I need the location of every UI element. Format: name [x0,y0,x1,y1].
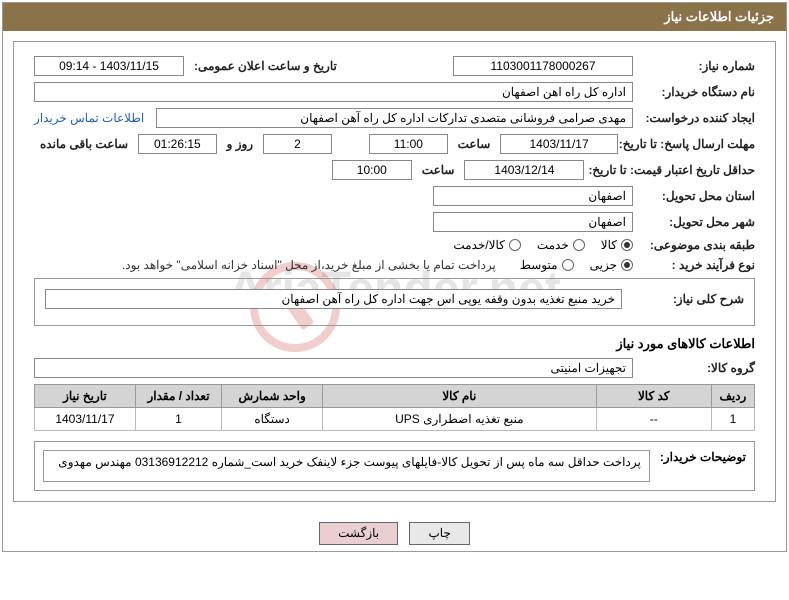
value-remaining-days: 2 [263,134,332,154]
value-province: اصفهان [433,186,633,206]
table-header-row: ردیفکد کالانام کالاواحد شمارشتعداد / مقد… [35,385,755,408]
value-buyer-org: اداره کل راه اهن اصفهان [34,82,633,102]
label-reply-time: ساعت [452,137,497,151]
table-cell: 1 [135,408,221,431]
label-city: شهر محل تحویل: [637,215,755,229]
radio-option[interactable]: خدمت [537,238,585,252]
row-province: استان محل تحویل: اصفهان [34,186,755,206]
link-buyer-contact[interactable]: اطلاعات تماس خریدار [34,111,152,125]
table-header-cell: نام کالا [323,385,597,408]
radio-icon [621,239,633,251]
button-row: چاپ بازگشت [3,512,786,551]
row-city: شهر محل تحویل: اصفهان [34,212,755,232]
main-container: جزئیات اطلاعات نیاز شماره نیاز: 11030011… [2,2,787,552]
value-requester: مهدی صرامی فروشانی متصدی تدارکات اداره ک… [156,108,633,128]
general-desc-box: شرح کلی نیاز: خرید منبع تغذیه بدون وقفه … [34,278,755,326]
value-price-validity-time: 10:00 [332,160,412,180]
table-cell: دستگاه [222,408,323,431]
content-area: شماره نیاز: 1103001178000267 تاریخ و ساع… [13,41,776,502]
radio-label: متوسط [520,258,558,272]
label-requester: ایجاد کننده درخواست: [637,111,755,125]
row-requester: ایجاد کننده درخواست: مهدی صرامی فروشانی … [34,108,755,128]
radio-option[interactable]: جزیی [590,258,633,272]
value-goods-group: تجهیزات امنیتی [34,358,633,378]
value-need-number: 1103001178000267 [453,56,633,76]
radio-group-category: کالا خدمت کالا/خدمت [453,238,633,252]
radio-icon [573,239,585,251]
radio-icon [562,259,574,271]
value-city: اصفهان [433,212,633,232]
table-cell: -- [596,408,711,431]
table-header-cell: تاریخ نیاز [35,385,136,408]
radio-label: کالا [601,238,617,252]
table-cell: 1 [711,408,754,431]
value-announce-date: 1403/11/15 - 09:14 [34,56,184,76]
table-cell: 1403/11/17 [35,408,136,431]
purchase-note: پرداخت تمام یا بخشی از مبلغ خرید،از محل … [122,258,496,272]
label-general-desc: شرح کلی نیاز: [626,292,744,306]
radio-label: کالا/خدمت [453,238,504,252]
radio-group-purchase-type: جزیی متوسط [520,258,633,272]
radio-label: خدمت [537,238,569,252]
label-purchase-type: نوع فرآیند خرید : [637,258,755,272]
table-header-cell: تعداد / مقدار [135,385,221,408]
goods-section-title: اطلاعات کالاهای مورد نیاز [34,336,755,352]
value-general-desc: خرید منبع تغذیه بدون وقفه یوپی اس جهت اد… [45,289,622,309]
label-category: طبقه بندی موضوعی: [637,238,755,252]
table-header-cell: ردیف [711,385,754,408]
table-body: 1--منبع تغذیه اضطراری UPSدستگاه11403/11/… [35,408,755,431]
label-days-and: روز و [221,137,260,151]
label-remaining-suffix: ساعت باقی مانده [34,137,134,151]
label-province: استان محل تحویل: [637,189,755,203]
row-price-validity: حداقل تاریخ اعتبار قیمت: تا تاریخ: 1403/… [34,160,755,180]
radio-icon [509,239,521,251]
table-cell: منبع تغذیه اضطراری UPS [323,408,597,431]
value-reply-date: 1403/11/17 [500,134,618,154]
label-announce-date: تاریخ و ساعت اعلان عمومی: [188,59,343,73]
buyer-notes-box: توضیحات خریدار: پرداخت حداقل سه ماه پس ا… [34,441,755,491]
row-need-number: شماره نیاز: 1103001178000267 تاریخ و ساع… [34,56,755,76]
panel-header: جزئیات اطلاعات نیاز [3,3,786,31]
radio-label: جزیی [590,258,617,272]
label-price-validity: حداقل تاریخ اعتبار قیمت: تا تاریخ: [588,163,755,177]
radio-icon [621,259,633,271]
label-buyer-notes: توضیحات خریدار: [660,450,746,482]
row-category: طبقه بندی موضوعی: کالا خدمت کالا/خدمت [34,238,755,252]
goods-table: ردیفکد کالانام کالاواحد شمارشتعداد / مقد… [34,384,755,431]
value-reply-time: 11:00 [369,134,447,154]
table-header-cell: کد کالا [596,385,711,408]
row-buyer-org: نام دستگاه خریدار: اداره کل راه اهن اصفه… [34,82,755,102]
radio-option[interactable]: کالا/خدمت [453,238,520,252]
label-goods-group: گروه کالا: [637,361,755,375]
row-reply-deadline: مهلت ارسال پاسخ: تا تاریخ: 1403/11/17 سا… [34,134,755,154]
row-purchase-type: نوع فرآیند خرید : جزیی متوسط پرداخت تمام … [34,258,755,272]
value-price-validity-date: 1403/12/14 [464,160,584,180]
value-remaining-clock: 01:26:15 [138,134,216,154]
radio-option[interactable]: متوسط [520,258,574,272]
value-buyer-notes: پرداخت حداقل سه ماه پس از تحویل کالا-فای… [43,450,650,482]
label-need-number: شماره نیاز: [637,59,755,73]
radio-option[interactable]: کالا [601,238,633,252]
row-goods-group: گروه کالا: تجهیزات امنیتی [34,358,755,378]
label-reply-deadline: مهلت ارسال پاسخ: تا تاریخ: [622,137,755,151]
table-header-cell: واحد شمارش [222,385,323,408]
print-button[interactable]: چاپ [409,522,469,545]
back-button[interactable]: بازگشت [319,522,398,545]
table-row: 1--منبع تغذیه اضطراری UPSدستگاه11403/11/… [35,408,755,431]
label-price-validity-time: ساعت [416,163,461,177]
label-buyer-org: نام دستگاه خریدار: [637,85,755,99]
